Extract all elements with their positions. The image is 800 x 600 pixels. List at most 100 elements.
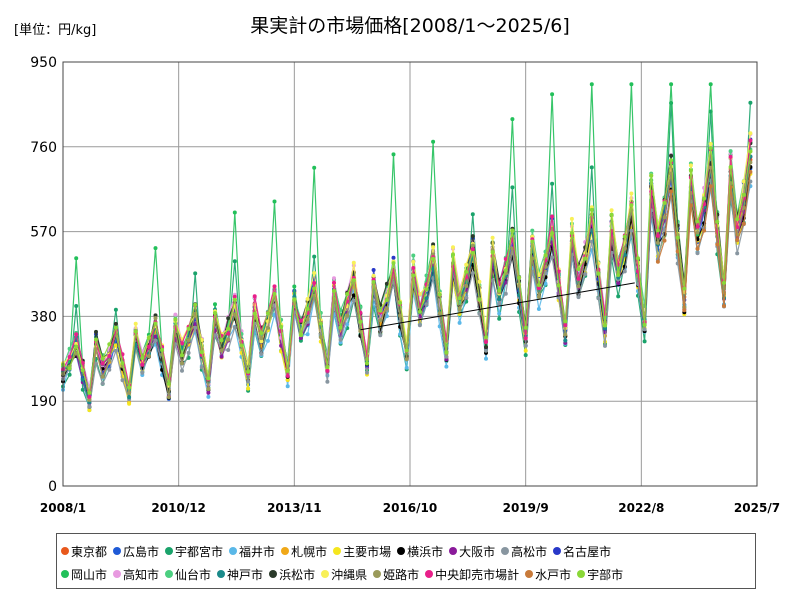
series-point bbox=[675, 249, 680, 254]
series-point bbox=[365, 361, 369, 366]
series-point bbox=[351, 260, 356, 265]
series-point bbox=[695, 251, 700, 256]
series-point bbox=[325, 368, 330, 373]
series-point bbox=[550, 181, 555, 186]
series-point bbox=[556, 269, 561, 274]
series-point bbox=[464, 283, 469, 288]
series-point bbox=[536, 286, 541, 291]
legend-item: 宇部市 bbox=[577, 566, 623, 583]
series-point bbox=[153, 321, 158, 326]
series-point bbox=[120, 361, 125, 366]
series-point bbox=[166, 395, 171, 400]
series-point bbox=[351, 293, 356, 298]
series-point bbox=[477, 279, 482, 284]
series-point bbox=[451, 252, 455, 257]
series-point bbox=[378, 318, 383, 323]
series-point bbox=[74, 344, 79, 349]
series-point bbox=[67, 346, 72, 351]
series-point bbox=[272, 292, 277, 296]
series-point bbox=[180, 361, 184, 366]
series-point bbox=[292, 297, 297, 302]
series-point bbox=[688, 168, 693, 173]
series-point bbox=[603, 343, 607, 348]
series-point bbox=[226, 337, 231, 342]
series-point bbox=[232, 294, 237, 299]
legend-item: 岡山市 bbox=[61, 566, 107, 583]
series-point bbox=[305, 332, 310, 337]
series-point bbox=[265, 311, 270, 316]
legend-item: 高松市 bbox=[501, 543, 547, 560]
series-point bbox=[728, 154, 733, 159]
series-point bbox=[669, 82, 674, 87]
series-point bbox=[252, 311, 257, 316]
x-tick-label: 2010/12 bbox=[151, 501, 205, 515]
series-point bbox=[298, 333, 303, 337]
series-point bbox=[206, 387, 211, 392]
series-point bbox=[424, 287, 429, 292]
legend-marker bbox=[553, 547, 562, 555]
x-tick-label: 2019/9 bbox=[503, 501, 549, 515]
series-point bbox=[411, 253, 416, 258]
series-point bbox=[127, 395, 132, 400]
series-point bbox=[206, 390, 211, 395]
series-point bbox=[715, 219, 720, 224]
legend-item: 宇都宮市 bbox=[165, 543, 223, 560]
series-point bbox=[728, 149, 733, 154]
series-point bbox=[708, 82, 713, 87]
legend-marker bbox=[373, 570, 382, 578]
series-point bbox=[199, 350, 204, 355]
series-point bbox=[569, 231, 574, 235]
series-point bbox=[173, 312, 178, 317]
series-point bbox=[411, 259, 416, 264]
series-point bbox=[378, 308, 383, 313]
series-point bbox=[550, 231, 555, 236]
series-point bbox=[384, 298, 389, 302]
series-point bbox=[404, 357, 409, 362]
series-point bbox=[748, 100, 753, 105]
x-tick-label: 2022/8 bbox=[618, 501, 664, 515]
legend-row: 岡山市 高知市 仙台市 神戸市 浜松市 沖縄県 姫路市 中央卸売市場計 水戸市 宇部市 bbox=[61, 564, 629, 584]
series-point bbox=[662, 200, 667, 205]
legend-label: 沖縄県 bbox=[331, 567, 368, 582]
series-point bbox=[688, 203, 693, 208]
legend-item: 中央卸売市場計 bbox=[425, 566, 519, 583]
y-tick-label: 380 bbox=[30, 309, 57, 325]
series-point bbox=[563, 319, 568, 324]
legend-marker bbox=[61, 547, 69, 555]
series-point bbox=[80, 387, 85, 392]
series-point bbox=[530, 228, 535, 233]
series-point bbox=[550, 255, 555, 260]
series-point bbox=[133, 321, 138, 326]
series-point bbox=[543, 281, 548, 286]
legend-label: 姫路市 bbox=[383, 567, 420, 582]
series-point bbox=[622, 269, 627, 274]
series-point bbox=[206, 394, 211, 399]
series-point bbox=[470, 271, 475, 276]
series-point bbox=[451, 245, 455, 250]
series-point bbox=[609, 212, 614, 217]
series-point bbox=[351, 278, 356, 283]
series-point bbox=[232, 297, 237, 302]
legend-item: 高知市 bbox=[113, 566, 159, 583]
legend-label: 岡山市 bbox=[71, 567, 108, 582]
series-point bbox=[94, 329, 98, 334]
legend-label: 神戸市 bbox=[227, 567, 264, 582]
series-point bbox=[213, 302, 217, 307]
series-point bbox=[444, 364, 449, 369]
series-point bbox=[444, 350, 449, 355]
series-point bbox=[543, 253, 548, 258]
series-point bbox=[669, 153, 674, 158]
series-point bbox=[351, 298, 356, 303]
series-point bbox=[411, 273, 416, 278]
series-point bbox=[702, 196, 707, 201]
series-point bbox=[120, 378, 125, 383]
series-point bbox=[94, 361, 98, 366]
series-point bbox=[325, 379, 330, 384]
legend-marker bbox=[425, 570, 434, 578]
legend-item: 神戸市 bbox=[217, 566, 263, 583]
series-point bbox=[146, 344, 151, 349]
series-point bbox=[596, 271, 601, 276]
series-point bbox=[153, 246, 158, 251]
series-point bbox=[437, 311, 442, 316]
